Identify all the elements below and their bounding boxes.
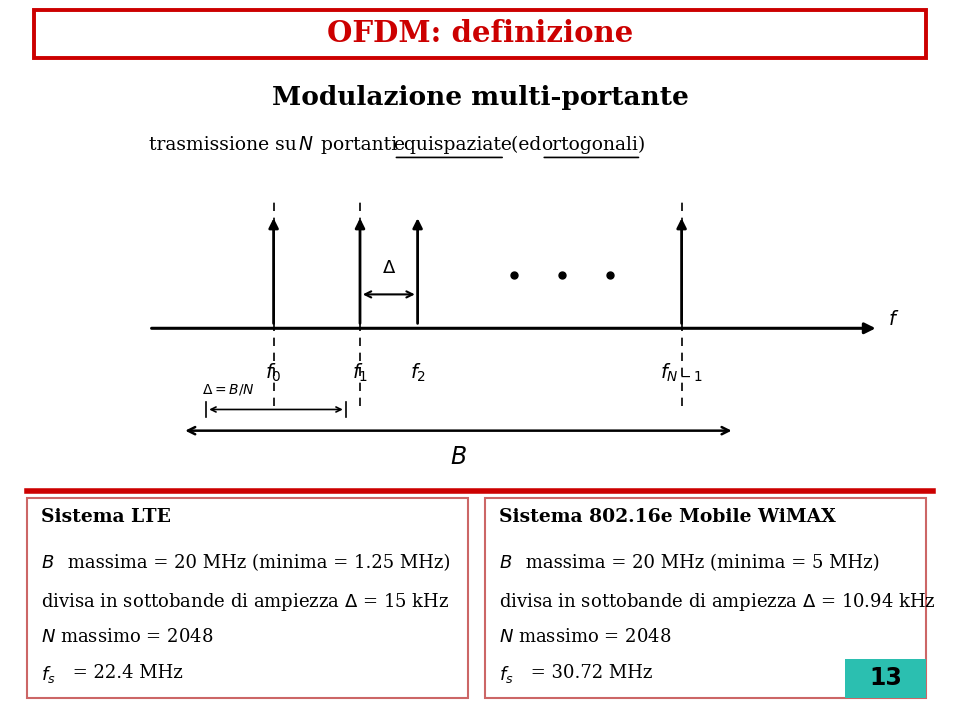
Text: = 22.4 MHz: = 22.4 MHz [67, 664, 183, 682]
FancyBboxPatch shape [485, 498, 926, 698]
Text: Sistema 802.16e Mobile WiMAX: Sistema 802.16e Mobile WiMAX [499, 508, 836, 526]
Text: $f_s$: $f_s$ [41, 664, 56, 686]
Text: ortogonali): ortogonali) [541, 136, 646, 154]
Text: divisa in sottobande di ampiezza $\Delta$ = 15 kHz: divisa in sottobande di ampiezza $\Delta… [41, 591, 449, 613]
Text: equispaziate: equispaziate [394, 136, 513, 154]
Text: $B$: $B$ [41, 554, 55, 572]
Text: massima = 20 MHz (minima = 5 MHz): massima = 20 MHz (minima = 5 MHz) [520, 554, 880, 572]
Text: $N$: $N$ [298, 136, 313, 154]
Text: $B$: $B$ [450, 446, 468, 469]
Text: $\Delta = B / N$: $\Delta = B / N$ [202, 382, 254, 397]
Text: $N$ massimo = 2048: $N$ massimo = 2048 [41, 628, 213, 645]
Text: Sistema LTE: Sistema LTE [41, 508, 171, 526]
Text: Modulazione multi-portante: Modulazione multi-portante [272, 85, 688, 110]
Text: massima = 20 MHz (minima = 1.25 MHz): massima = 20 MHz (minima = 1.25 MHz) [62, 554, 451, 572]
FancyBboxPatch shape [845, 659, 926, 698]
Text: portanti: portanti [315, 136, 403, 154]
Text: $f_1$: $f_1$ [352, 362, 368, 385]
Text: (ed: (ed [505, 136, 547, 154]
Text: divisa in sottobande di ampiezza $\Delta$ = 10.94 kHz: divisa in sottobande di ampiezza $\Delta… [499, 591, 936, 613]
Text: OFDM: definizione: OFDM: definizione [326, 19, 634, 49]
Text: $B$: $B$ [499, 554, 513, 572]
Text: $\Delta$: $\Delta$ [382, 259, 396, 277]
Text: $f_{N-1}$: $f_{N-1}$ [660, 362, 704, 385]
Text: $f_s$: $f_s$ [499, 664, 514, 686]
Text: = 30.72 MHz: = 30.72 MHz [525, 664, 653, 682]
Text: trasmissione su: trasmissione su [149, 136, 302, 154]
Text: $f$: $f$ [888, 311, 900, 329]
Text: $f_0$: $f_0$ [265, 362, 282, 385]
FancyBboxPatch shape [34, 10, 926, 58]
FancyBboxPatch shape [27, 498, 468, 698]
Text: $N$ massimo = 2048: $N$ massimo = 2048 [499, 628, 671, 645]
Text: $f_2$: $f_2$ [410, 362, 425, 385]
Text: 13: 13 [869, 666, 902, 690]
